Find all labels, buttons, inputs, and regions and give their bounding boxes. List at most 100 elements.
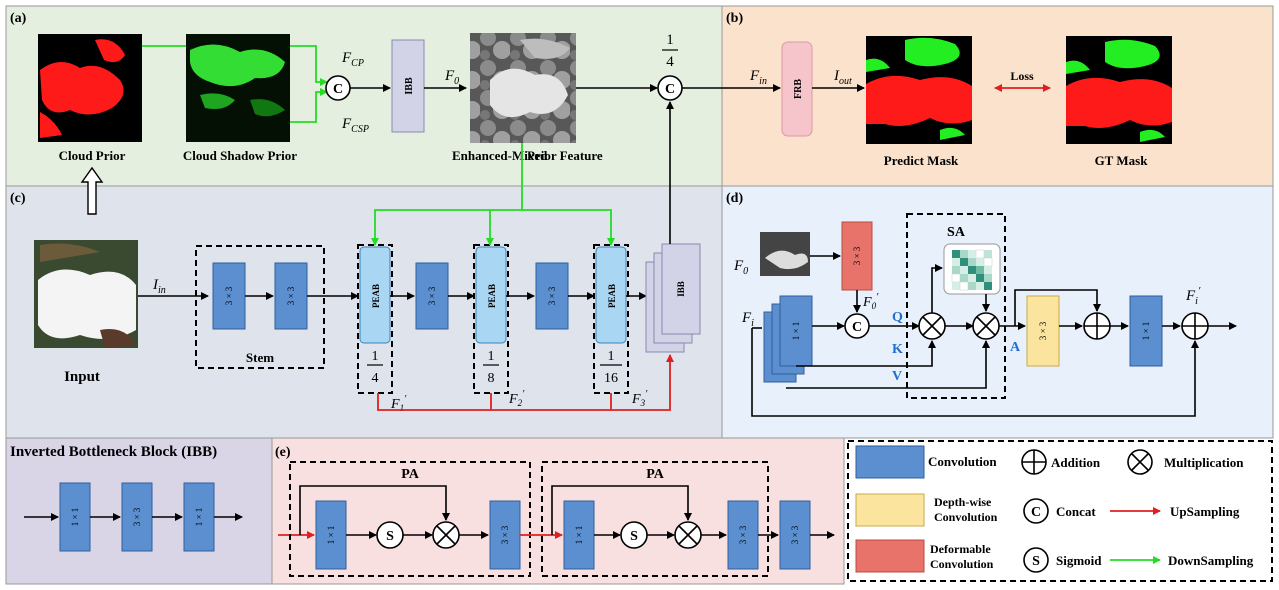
frb-label: FRB <box>793 79 804 99</box>
enhanced-mixed-image <box>470 33 576 143</box>
panel-d-bg <box>721 185 1274 439</box>
ibb-block-a-label: IBB <box>404 77 415 95</box>
stem-label: Stem <box>246 350 274 365</box>
sa-box <box>906 213 1006 399</box>
k-label: K <box>892 342 903 357</box>
peab-1-label: PEAB <box>371 284 381 308</box>
fin-label: Fin <box>749 68 767 87</box>
green-down-peab2 <box>486 143 523 246</box>
d-conv-out <box>1129 295 1163 367</box>
legend-deform-label-2: Convolution <box>930 557 994 571</box>
iout-label: Iout <box>833 68 852 87</box>
d-conv-out-label: 1 × 1 <box>1141 322 1151 341</box>
legend-up-label: UpSampling <box>1170 504 1240 519</box>
f0p-label: F0′ <box>862 292 879 311</box>
mid-conv-1-label: 3 × 3 <box>427 286 437 305</box>
d-conv-stack-label: 1 × 1 <box>791 322 801 341</box>
legend-sigmoid-label: Sigmoid <box>1056 553 1102 568</box>
predict-mask-label: Predict Mask <box>884 153 959 168</box>
concat-symbol-d: C <box>852 320 862 335</box>
ibb-stack-label: IBB <box>676 281 686 297</box>
pa1-multiply-x <box>436 525 456 545</box>
legend-conv-label: Convolution <box>928 454 997 469</box>
ibb-stack-front <box>661 243 701 335</box>
pa1-conv33-label: 3 × 3 <box>500 525 510 544</box>
arrow-v <box>786 340 990 389</box>
concat-symbol-main: C <box>665 82 675 97</box>
peab1-dashed <box>357 244 393 394</box>
f0-label-d: F0 <box>733 258 748 277</box>
quarter-num: 1 <box>666 32 674 48</box>
pa2-conv33 <box>727 500 759 570</box>
quarter-den: 4 <box>666 54 674 70</box>
pa2-conv33-label: 3 × 3 <box>738 525 748 544</box>
enhanced-mixed-label: Enhanced-Mixed <box>452 148 548 163</box>
legend-sigmoid-icon <box>1023 547 1049 573</box>
e-conv-final-label: 3 × 3 <box>790 525 800 544</box>
legend-concat-symbol: C <box>1031 505 1041 520</box>
pa-box-2 <box>541 461 769 577</box>
d-conv-stack-front <box>779 295 813 367</box>
ibb-conv-3-label: 1 × 1 <box>194 508 204 527</box>
pa-label-2: PA <box>646 467 665 482</box>
frac1-den: 4 <box>372 371 379 386</box>
frac1-num: 1 <box>372 349 379 364</box>
attention-map-icon <box>943 243 1001 295</box>
peab-3-label: PEAB <box>607 284 617 308</box>
predict-mask-image <box>866 36 972 144</box>
f0-label-a: F0 <box>444 68 459 87</box>
legend-mul-x <box>1131 453 1149 471</box>
stem-box <box>195 245 325 369</box>
f2-label: F2′ <box>508 389 525 408</box>
peab-block-3 <box>595 246 627 344</box>
pa1-skip <box>299 485 450 535</box>
q-label: Q <box>892 310 903 325</box>
mid-conv-2 <box>535 262 569 330</box>
legend-deform-label-1: Deformable <box>930 542 991 556</box>
legend-conv-swatch <box>855 445 925 479</box>
deformable-conv-d-label: 3 × 3 <box>852 246 862 265</box>
frac3-num: 1 <box>608 349 615 364</box>
add-2-plus <box>1182 313 1208 339</box>
depthwise-conv-d-label: 3 × 3 <box>1038 321 1048 340</box>
legend-add-plus <box>1022 450 1046 474</box>
fip-label: Fi′ <box>1185 285 1201 307</box>
green-down-bottom <box>290 88 328 123</box>
arrow-k <box>796 340 936 367</box>
multiply-1-x <box>922 316 942 336</box>
add-1-plus <box>1084 313 1110 339</box>
e-conv-final <box>779 500 811 570</box>
peab-block-2 <box>475 246 507 344</box>
pa2-conv11 <box>563 500 595 570</box>
deformable-conv-d <box>841 221 873 291</box>
ibb-block-a <box>391 39 425 133</box>
frb-block <box>781 41 813 137</box>
stem-conv-1-label: 3 × 3 <box>224 286 234 305</box>
panel-b-bg <box>721 5 1274 187</box>
panel-label-ibb: Inverted Bottleneck Block (IBB) <box>10 444 217 460</box>
concat-symbol-a: C <box>333 82 343 97</box>
ibb-conv-1-label: 1 × 1 <box>70 508 80 527</box>
a-label: A <box>1010 340 1021 355</box>
gt-mask-image <box>1066 36 1172 144</box>
f1-label: F1′ <box>390 394 407 413</box>
stem-conv-2-label: 3 × 3 <box>286 286 296 305</box>
legend-box <box>847 440 1273 582</box>
pa2-multiply-x <box>678 525 698 545</box>
sa-label: SA <box>947 225 966 240</box>
mid-conv-1 <box>415 262 449 330</box>
pa-box-1 <box>289 461 531 577</box>
legend-concat-label: Concat <box>1056 504 1096 519</box>
f0-thumbnail <box>760 232 810 276</box>
cloud-prior-image <box>38 34 142 142</box>
red-up-line <box>377 354 674 411</box>
gt-mask-label: GT Mask <box>1095 153 1149 168</box>
panel-label-c: (c) <box>10 191 26 206</box>
legend-dw-label-2: Convolution <box>934 510 998 524</box>
fi-label: Fi <box>741 310 754 329</box>
panel-label-a: (a) <box>10 11 27 26</box>
legend-down-label: DownSampling <box>1168 553 1254 568</box>
peab3-dashed <box>593 244 629 394</box>
input-label: Input <box>64 369 100 385</box>
